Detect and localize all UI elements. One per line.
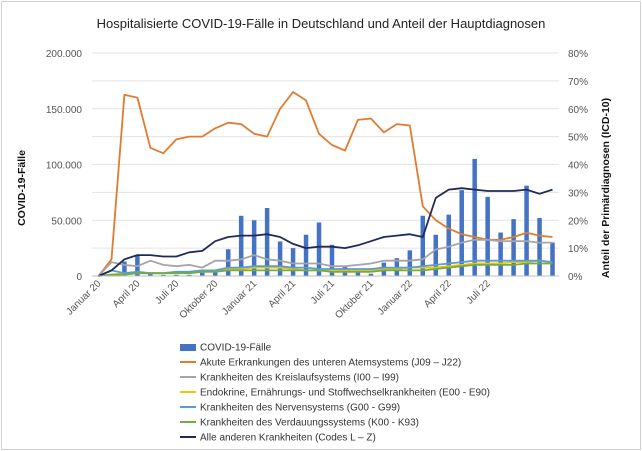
bar [212, 271, 218, 276]
bar [277, 241, 283, 276]
bar [446, 214, 451, 276]
series-line [97, 91, 553, 277]
line-series [97, 91, 553, 277]
bar [524, 185, 529, 276]
legend: COVID-19-Fälle Akute Erkrankungen des unt… [180, 343, 490, 444]
y-left-tick-label: 150.000 [46, 105, 83, 116]
y-right-tick-label: 30% [568, 188, 588, 199]
gridlines [92, 52, 559, 249]
bar [264, 207, 270, 276]
y-right-tick-label: 20% [568, 216, 588, 227]
bar [355, 271, 361, 276]
y-left-tick-label: 100.000 [46, 161, 83, 172]
y-axis-right-label: Anteil der Primärdiagnosen (ICD-10) [600, 98, 612, 278]
bar [303, 234, 309, 276]
series-line [98, 187, 553, 277]
y-left-tick-label: 50.000 [51, 216, 82, 227]
y-right-tick-label: 80% [568, 49, 588, 60]
bar [550, 242, 555, 276]
y-right-tick-label: 0% [568, 272, 583, 283]
x-tick-label: Oktober 21 [333, 278, 376, 321]
x-tick-label: Oktober 20 [178, 278, 221, 321]
x-tick-label: April 21 [266, 278, 298, 310]
bar [511, 219, 516, 276]
y-axis-left-label: COVID-19-Fälle [16, 150, 28, 226]
bar [498, 232, 503, 276]
y-right-tick-label: 70% [568, 77, 588, 88]
bar [251, 220, 257, 276]
bar [420, 215, 426, 276]
bar [368, 273, 374, 276]
bar [148, 272, 153, 276]
bar [174, 274, 179, 276]
y-left-tick-label: 0 [76, 272, 82, 283]
bar [472, 158, 477, 276]
right-axis-ticks: 0% 10% 20% 30% 40% 50% 60% 70% 80% [568, 49, 588, 283]
bar [225, 249, 231, 276]
bar [316, 222, 322, 276]
x-tick-label: Januar 20 [64, 278, 104, 318]
legend-label: Krankheiten des Nervensystems (G00 - G99… [200, 403, 400, 414]
left-axis-ticks: 0 50.000 100.000 150.000 200.000 [46, 49, 83, 283]
legend-label: Akute Erkrankungen des unteren Atemsyste… [200, 358, 461, 369]
bar [407, 250, 413, 276]
bar [537, 218, 542, 276]
x-tick-label: Januar 21 [220, 278, 260, 318]
y-right-tick-label: 10% [568, 244, 588, 255]
bar [290, 248, 296, 276]
x-tick-label: Januar 22 [376, 278, 416, 318]
bar [122, 261, 127, 276]
y-right-tick-label: 60% [568, 105, 588, 116]
x-tick-label: Juli 22 [465, 278, 494, 307]
y-right-tick-label: 50% [568, 133, 588, 144]
x-tick-label: April 22 [422, 278, 454, 310]
bar [485, 196, 490, 276]
bar [459, 190, 464, 276]
legend-label: Endokrine, Ernährungs- und Stoffwechselk… [200, 388, 490, 399]
bar [161, 274, 166, 276]
y-right-tick-label: 40% [568, 161, 588, 172]
bar [200, 272, 205, 276]
bar [187, 274, 192, 276]
legend-swatch [180, 344, 196, 351]
bar-series [122, 158, 555, 276]
bar [238, 215, 244, 276]
series-line [98, 259, 553, 277]
x-tick-label: Juli 20 [153, 278, 182, 307]
bar [329, 244, 335, 276]
legend-label: Krankheiten des Kreislaufsystems (I00 – … [200, 373, 399, 384]
y-left-tick-label: 200.000 [46, 49, 83, 60]
bar [433, 234, 439, 276]
legend-label: COVID-19-Fälle [200, 343, 272, 354]
series-line [98, 262, 553, 277]
series-line [97, 238, 553, 277]
x-tick-label: Juli 21 [309, 278, 338, 307]
chart-title: Hospitalisierte COVID-19-Fälle in Deutsc… [97, 16, 546, 31]
x-tick-label: April 20 [111, 278, 143, 310]
legend-label: Krankheiten des Verdauungssystems (K00 -… [200, 418, 419, 429]
legend-label: Alle anderen Krankheiten (Codes L – Z) [200, 433, 376, 444]
